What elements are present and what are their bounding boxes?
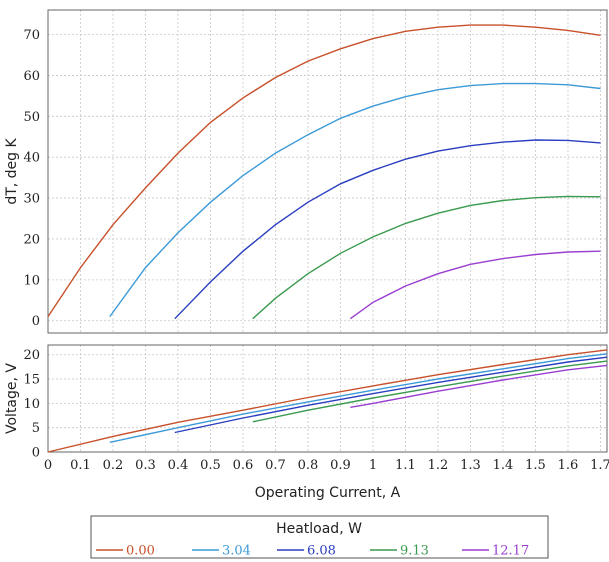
y-tick-label: 40 <box>23 151 40 166</box>
series-line-3.04 <box>109 82 601 318</box>
y-tick-label: 30 <box>23 192 40 207</box>
legend-item-label: 6.08 <box>307 544 336 559</box>
y-tick-label: 20 <box>23 348 40 363</box>
series-line-3.04 <box>109 353 608 443</box>
legend-item-label: 3.04 <box>222 544 251 559</box>
y-tick-label: 10 <box>23 397 40 412</box>
y-tick-label: 10 <box>23 273 40 288</box>
series-line-0.00 <box>47 349 608 453</box>
x-tick-label: 1.6 <box>558 458 579 473</box>
x-tick-label: 0.2 <box>103 458 124 473</box>
y-tick-label: 0 <box>32 314 40 329</box>
series-line-12.17 <box>350 364 608 408</box>
series-line-6.08 <box>174 356 608 434</box>
y-axis-label: Voltage, V <box>4 363 20 434</box>
y-tick-label: 5 <box>32 421 40 436</box>
legend-item-label: 0.00 <box>126 544 155 559</box>
legend-box <box>90 515 549 559</box>
legend: Heatload, W 0.00 3.04 6.08 9.13 12.17 <box>90 515 549 559</box>
x-tick-label: 0.1 <box>70 458 91 473</box>
y-tick-label: 0 <box>32 446 40 461</box>
dt-panel: 0 10 20 30 40 50 60 70 dT, deg K <box>4 9 608 334</box>
x-axis-label: Operating Current, A <box>255 485 401 501</box>
series-line-9.13 <box>252 195 601 320</box>
series-line-6.08 <box>174 139 601 320</box>
series-line-12.17 <box>349 250 601 320</box>
x-tick-label: 0.8 <box>298 458 319 473</box>
legend-title: Heatload, W <box>276 521 362 537</box>
y-tick-label: 20 <box>23 232 40 247</box>
x-tick-label: 1.4 <box>493 458 514 473</box>
y-tick-label: 60 <box>23 69 40 84</box>
x-tick-label: 1.7 <box>590 458 609 473</box>
y-axis-label: dT, deg K <box>4 138 20 205</box>
x-tick-label: 1.1 <box>395 458 416 473</box>
plot-frame <box>47 9 608 334</box>
x-tick-label: 0.4 <box>168 458 189 473</box>
x-tick-label: 1.5 <box>525 458 546 473</box>
x-tick-label: 1.3 <box>460 458 481 473</box>
legend-item-label: 9.13 <box>400 544 429 559</box>
series-line-9.13 <box>252 360 608 423</box>
x-tick-label: 0.9 <box>330 458 351 473</box>
legend-item-label: 12.17 <box>492 544 529 559</box>
x-tick-label: 1 <box>369 458 377 473</box>
y-tick-label: 50 <box>23 110 40 125</box>
x-tick-label: 0.7 <box>265 458 286 473</box>
plot-frame <box>47 344 608 453</box>
x-tick-label: 1.2 <box>428 458 449 473</box>
x-tick-label: 0 <box>44 458 52 473</box>
x-tick-label: 0.5 <box>200 458 221 473</box>
y-tick-label: 15 <box>23 373 40 388</box>
x-tick-label: 0.3 <box>135 458 156 473</box>
y-tick-label: 70 <box>23 28 40 43</box>
x-tick-label: 0.6 <box>233 458 254 473</box>
series-line-0.00 <box>47 24 601 317</box>
